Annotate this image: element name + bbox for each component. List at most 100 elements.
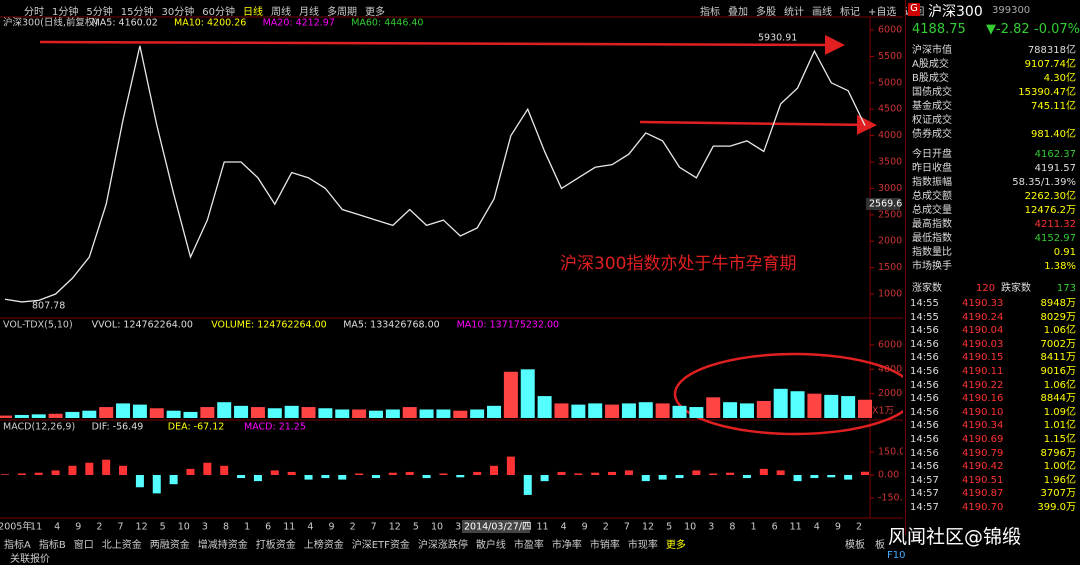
legend-item: MA20: 4212.97 [263, 18, 335, 29]
chart-area: 沪深300指数亦处于牛市孕育期 沪深300(日线,前复权)MA5: 4160.0… [0, 16, 903, 533]
indicator-tab[interactable]: 两融资金 [149, 540, 190, 551]
macd-bar [827, 475, 836, 478]
template-button[interactable]: 板 [875, 540, 885, 551]
macd-bar [287, 471, 296, 475]
watermark: 风闻社区@锦缎 [888, 526, 1022, 548]
legend-item: MACD: 21.25 [244, 422, 306, 433]
period-tab[interactable]: 15分钟 [120, 7, 154, 18]
period-tab[interactable]: 60分钟 [202, 7, 235, 18]
macd-bar [624, 470, 633, 475]
volume: 8029万 [1040, 311, 1076, 323]
indicator-tab[interactable]: 更多 [665, 540, 686, 551]
macd-bar [371, 475, 380, 479]
value: 2262.30亿 [1024, 191, 1076, 202]
x-label: 3 [708, 522, 714, 533]
period-tab[interactable]: 分时 [24, 7, 44, 18]
indicator-tab[interactable]: 市盈率 [513, 540, 544, 551]
macd-bar [574, 473, 583, 475]
tool-button[interactable]: 多股 [756, 7, 776, 18]
volume-bar [0, 415, 12, 418]
indicator-tab[interactable]: 沪深ETF资金 [351, 540, 410, 551]
period-tab[interactable]: 月线 [298, 7, 319, 18]
period-tab[interactable]: 多周期 [326, 7, 357, 18]
volume-bar [82, 410, 97, 418]
period-tab[interactable]: 日线 [242, 7, 263, 18]
x-label: 4 [307, 522, 313, 533]
period-tab[interactable]: 1分钟 [52, 7, 79, 18]
tool-button[interactable]: 指标 [700, 7, 720, 18]
macd-bar [1, 474, 9, 475]
macd-bar [51, 470, 60, 475]
tick-row: 14:55 4190.24 8029万 [906, 311, 1078, 325]
tool-button[interactable]: +自选 [868, 7, 897, 18]
volume-bar [250, 407, 265, 418]
volume-bar [773, 388, 788, 418]
period-tab[interactable]: 周线 [270, 7, 291, 18]
macd-bar [439, 473, 448, 475]
template-button[interactable]: 模板 [845, 540, 865, 551]
indicator-tab[interactable]: 市现率 [627, 540, 658, 551]
time: 14:56 [910, 406, 939, 418]
macd-bar [152, 475, 161, 494]
volume-bar [706, 397, 721, 418]
macd-bar [422, 475, 431, 479]
period-tab[interactable]: 更多 [364, 7, 385, 18]
index-name: 沪深300 [928, 4, 983, 20]
stat-row: 今日开盘 4162.37 [906, 148, 1078, 162]
axis-label: 40000 [878, 364, 903, 375]
x-label: 6 [772, 522, 778, 533]
volume: 8796万 [1040, 447, 1076, 459]
x-label: 9 [582, 522, 588, 533]
axis-label: 6000 [878, 25, 902, 36]
indicator-tab[interactable]: 市净率 [551, 540, 582, 551]
tool-button[interactable]: 标记 [840, 7, 860, 18]
icon: G [908, 3, 920, 16]
volume-bar [368, 410, 383, 418]
f10[interactable]: F10 [887, 550, 906, 561]
indicator-tab[interactable]: 指标A [4, 540, 31, 551]
time: 14:56 [910, 379, 939, 391]
period-tab[interactable]: 5分钟 [86, 7, 113, 18]
time: 14:56 [910, 325, 939, 337]
volume-bar [453, 410, 468, 418]
value: 58.35/1.39% [1012, 177, 1076, 188]
tick-row: 14:56 4190.15 8411万 [906, 351, 1078, 365]
axis-label: 1000 [878, 289, 902, 300]
period-tab[interactable]: 30分钟 [161, 7, 195, 18]
indicator-tab[interactable]: 窗口 [73, 540, 94, 551]
x-label: 11 [790, 522, 802, 533]
tick-row: 14:56 4190.04 1.06亿 [906, 324, 1078, 338]
volume: 1.06亿 [1043, 379, 1076, 391]
price: 4190.34 [962, 420, 1004, 432]
tool-button[interactable]: 叠加 [728, 7, 748, 18]
time: 14:56 [910, 447, 939, 459]
tool-button[interactable]: 统计 [784, 7, 804, 18]
macd-bar [557, 471, 566, 475]
macd-bar [776, 470, 785, 475]
indicator-tab[interactable]: 指标B [38, 540, 66, 551]
indicator-tab[interactable]: 增减持资金 [197, 540, 248, 551]
tick-row: 14:57 4190.87 3707万 [906, 487, 1078, 501]
indicator-tab[interactable]: 散户线 [475, 540, 506, 551]
macd-bar [17, 473, 26, 475]
volume-bar [318, 408, 333, 418]
macd-bar [237, 475, 246, 479]
indicator-tab[interactable]: 北上资金 [101, 540, 142, 551]
axis-label: 2500 [878, 209, 902, 220]
template-bar: 模板板 [845, 536, 885, 551]
value: 1.38% [1044, 261, 1076, 272]
indicator-tab[interactable]: 市销率 [589, 540, 620, 551]
value: 745.11亿 [1031, 101, 1076, 112]
x-label: 2 [603, 522, 609, 533]
indicator-tab[interactable]: 上榜资金 [303, 540, 344, 551]
volume-bar [554, 403, 569, 418]
volume: 1.06亿 [1043, 325, 1076, 337]
indicator-tab[interactable]: 沪深涨跌停 [417, 540, 468, 551]
tool-button[interactable]: 画线 [812, 7, 832, 18]
value: 4152.97 [1034, 233, 1076, 244]
stat-row: 指数振幅 58.35/1.39% [906, 176, 1078, 190]
tick-row: 14:56 4190.79 8796万 [906, 447, 1078, 461]
indicator-tab[interactable]: 打板资金 [255, 540, 296, 551]
macd-bar [85, 462, 94, 475]
